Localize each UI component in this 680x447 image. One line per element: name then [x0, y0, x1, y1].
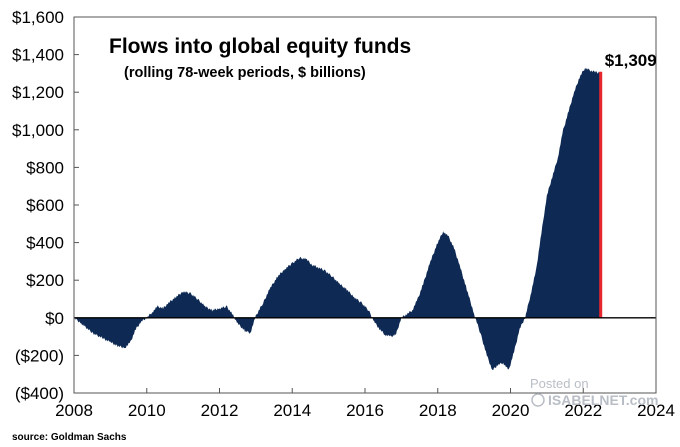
- y-tick-label: $400: [26, 234, 64, 253]
- x-tick-label: 2018: [419, 401, 457, 420]
- y-tick-label: ($200): [15, 346, 64, 365]
- watermark: Posted on ISABELNET.com: [530, 376, 658, 408]
- chart-subtitle: (rolling 78-week periods, $ billions): [124, 65, 366, 81]
- x-tick-label: 2024: [637, 401, 675, 420]
- x-tick-label: 2016: [346, 401, 384, 420]
- y-tick-label: $200: [26, 271, 64, 290]
- watermark-posted-on: Posted on: [530, 376, 589, 391]
- source-note: source: Goldman Sachs: [12, 432, 127, 443]
- y-tick-label: $0: [45, 309, 64, 328]
- x-axis-ticks: 2008 2010 2012 2014 2016 2018 2020 2022 2024: [55, 388, 675, 420]
- y-tick-label: $1,200: [12, 83, 64, 102]
- x-tick-label: 2020: [492, 401, 530, 420]
- chart-title: Flows into global equity funds: [109, 35, 411, 58]
- y-tick-label: $1,400: [12, 46, 64, 65]
- y-tick-label: ($400): [15, 384, 64, 403]
- y-tick-label: $800: [26, 158, 64, 177]
- x-tick-label: 2010: [128, 401, 166, 420]
- y-tick-label: $1,600: [12, 8, 64, 27]
- y-axis-ticks: ($400) ($200) $0 $200 $400 $600 $800 $1,000 $1,2…: [12, 8, 79, 403]
- globe-icon: [531, 393, 545, 407]
- watermark-site: ISABELNET.com: [548, 392, 658, 408]
- series-area-flows: [74, 67, 601, 371]
- plot-frame: [73, 16, 657, 394]
- x-tick-label: 2008: [55, 401, 93, 420]
- x-tick-label: 2022: [564, 401, 602, 420]
- y-tick-label: $1,000: [12, 121, 64, 140]
- callout-latest-value: $1,309: [605, 51, 657, 70]
- x-tick-label: 2012: [201, 401, 239, 420]
- x-tick-label: 2014: [273, 401, 311, 420]
- y-tick-label: $600: [26, 196, 64, 215]
